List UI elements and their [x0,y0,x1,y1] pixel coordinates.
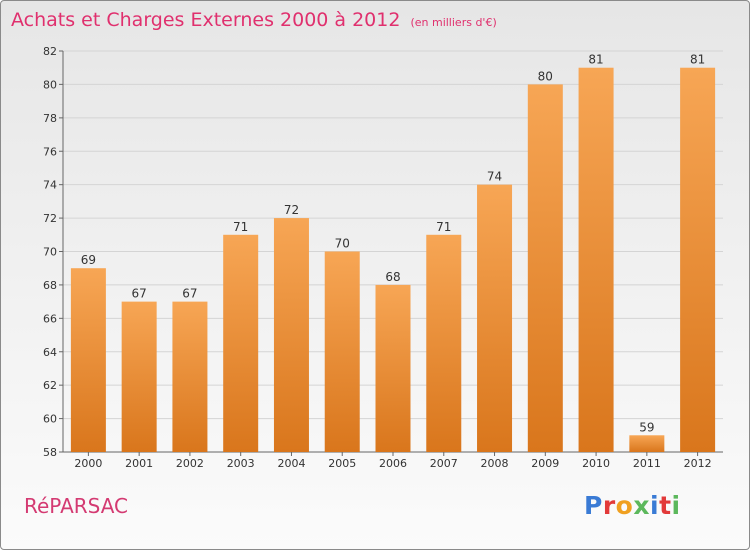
data-label: 81 [690,53,705,67]
y-tick-labels: 58 60 62 64 66 68 70 72 74 76 78 80 82 [43,45,57,459]
bar [578,67,614,452]
data-label: 68 [385,270,400,284]
data-label: 80 [538,69,553,83]
data-label: 70 [335,237,350,251]
logo-letter: r [602,491,616,520]
y-tick-label: 74 [43,179,57,192]
x-tick-label: 2008 [481,457,509,470]
bar [121,301,157,452]
x-tick-label: 2007 [430,457,458,470]
x-tick-labels: 2000 2001 2002 2003 2004 2005 2006 2007 2008 2009… [74,457,711,470]
x-tick-label: 2000 [74,457,102,470]
y-tick-label: 60 [43,413,57,426]
y-tick-label: 66 [43,312,57,325]
x-tick-label: 2009 [531,457,559,470]
chart-title-text: Achats et Charges Externes 2000 à 2012 [11,9,401,31]
chart-subtitle: (en milliers d'€) [410,16,497,29]
bar [324,251,360,452]
data-label: 67 [182,287,197,301]
logo-letter: P [584,491,603,520]
logo-letter: t [659,491,672,520]
x-tick-label: 2006 [379,457,407,470]
bar [629,435,665,452]
bar [477,184,513,452]
y-tick-label: 58 [43,446,57,459]
x-tick-label: 2010 [582,457,610,470]
y-tick-label: 68 [43,279,57,292]
bar [223,234,259,452]
x-tick-label: 2005 [328,457,356,470]
logo-letter: o [615,491,634,520]
y-tick-label: 72 [43,212,57,225]
bar [680,67,716,452]
x-tick-label: 2012 [684,457,712,470]
logo-letter: i [671,491,681,520]
bar [527,84,563,453]
x-tick-label: 2001 [125,457,153,470]
y-tick-label: 82 [43,45,57,58]
x-tick-label: 2003 [227,457,255,470]
data-label: 69 [81,253,96,267]
proxiti-logo[interactable]: Proxiti [584,491,681,520]
data-label: 81 [588,53,603,67]
data-label: 74 [487,170,502,184]
data-label: 71 [233,220,248,234]
bar [426,234,462,452]
y-tick-label: 70 [43,246,57,259]
x-tick-label: 2002 [176,457,204,470]
y-tick-label: 76 [43,145,57,158]
x-tick-label: 2011 [633,457,661,470]
y-tick-label: 64 [43,346,57,359]
commune-name: RéPARSAC [24,494,129,518]
bar [375,284,411,452]
y-tick-label: 78 [43,112,57,125]
bar [273,218,309,452]
logo-letter: x [633,491,650,520]
data-label: 59 [639,420,654,434]
data-label: 72 [284,203,299,217]
bar [172,301,208,452]
y-tick-label: 62 [43,379,57,392]
x-tick-label: 2004 [277,457,305,470]
data-label: 71 [436,220,451,234]
logo-letter: i [650,491,660,520]
data-label: 67 [132,287,147,301]
bar [70,268,106,452]
y-tick-label: 80 [43,78,57,91]
chart-title: Achats et Charges Externes 2000 à 2012 (e… [11,9,497,31]
data-labels: 69 67 67 71 72 70 68 71 74 80 81 59 81 [81,53,706,435]
bars [70,67,716,453]
